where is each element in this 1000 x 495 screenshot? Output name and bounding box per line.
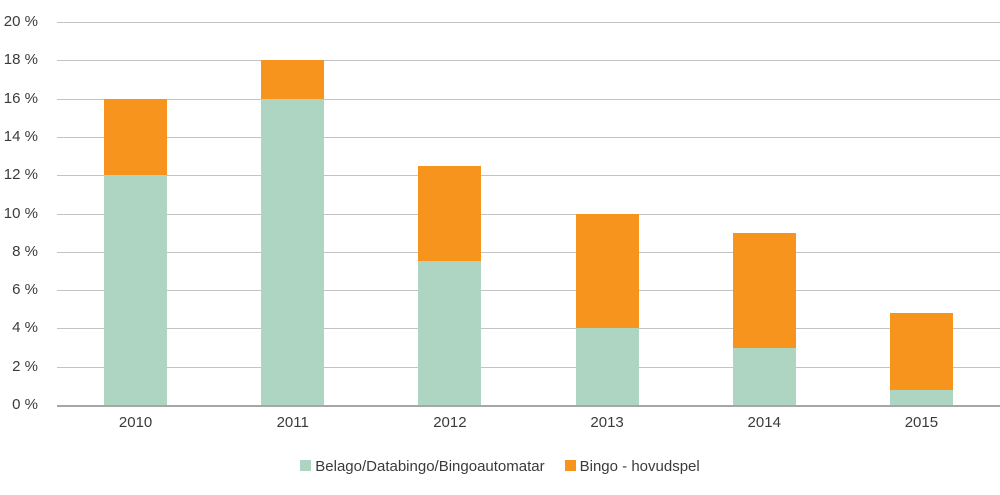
gridline <box>57 98 1000 100</box>
y-tick-label: 6 % <box>12 281 38 299</box>
bar-2011 <box>261 60 325 405</box>
bar-segment <box>104 98 168 176</box>
bar-segment <box>575 213 639 329</box>
legend-swatch-icon <box>564 460 576 471</box>
x-axis-baseline <box>57 405 1000 407</box>
legend-swatch-icon <box>300 460 312 471</box>
bar-2013 <box>575 213 639 405</box>
x-tick-label: 2013 <box>590 414 624 431</box>
bar-2015 <box>889 313 953 405</box>
gridline <box>57 213 1000 215</box>
plot-area <box>57 22 1000 407</box>
y-tick-label: 16 % <box>3 89 38 107</box>
y-tick-label: 18 % <box>3 51 38 69</box>
gridline <box>57 251 1000 253</box>
y-tick-label: 8 % <box>12 242 38 260</box>
y-tick-label: 4 % <box>12 319 38 337</box>
bar-2012 <box>418 165 482 405</box>
bar-segment <box>418 261 482 405</box>
bar-segment <box>418 165 482 262</box>
legend-label: Bingo - hovudspel <box>579 458 700 475</box>
bar-segment <box>732 347 796 405</box>
y-tick-label: 20 % <box>3 13 38 30</box>
bar-segment <box>889 389 953 405</box>
x-axis: 2010 2011 2012 2013 2014 2015 <box>57 413 1000 435</box>
legend-label: Belago/Databingo/Bingoautomatar <box>315 458 545 475</box>
bar-segment <box>889 313 953 390</box>
y-tick-label: 12 % <box>3 166 38 184</box>
y-tick-label: 10 % <box>3 204 38 222</box>
legend: Belago/Databingo/Bingoautomatar Bingo - h… <box>0 458 1000 475</box>
bar-2010 <box>104 98 168 405</box>
bar-segment <box>575 328 639 405</box>
gridline <box>57 328 1000 330</box>
y-tick-label: 2 % <box>12 357 38 375</box>
legend-item: Belago/Databingo/Bingoautomatar <box>300 458 545 475</box>
x-tick-label: 2012 <box>433 414 467 431</box>
y-tick-label: 0 % <box>12 396 38 413</box>
legend-item: Bingo - hovudspel <box>564 458 700 475</box>
bar-segment <box>104 175 168 405</box>
gridline <box>57 136 1000 138</box>
x-tick-label: 2015 <box>904 414 939 431</box>
gridline <box>57 22 1000 23</box>
bar-segment <box>261 60 325 99</box>
gridline <box>57 175 1000 177</box>
x-tick-label: 2014 <box>747 414 781 431</box>
bar-segment <box>261 98 325 405</box>
y-axis: 0 % 2 % 4 % 6 % 8 % 10 % 12 % 14 % 16 % 18 % 20 % <box>0 13 40 413</box>
x-tick-label: 2010 <box>118 414 153 431</box>
bar-segment <box>732 232 796 348</box>
gridline <box>57 366 1000 368</box>
x-tick-label: 2011 <box>276 414 309 431</box>
gridline <box>57 60 1000 62</box>
bar-2014 <box>732 232 796 405</box>
gridline <box>57 290 1000 292</box>
y-tick-label: 14 % <box>3 127 38 145</box>
